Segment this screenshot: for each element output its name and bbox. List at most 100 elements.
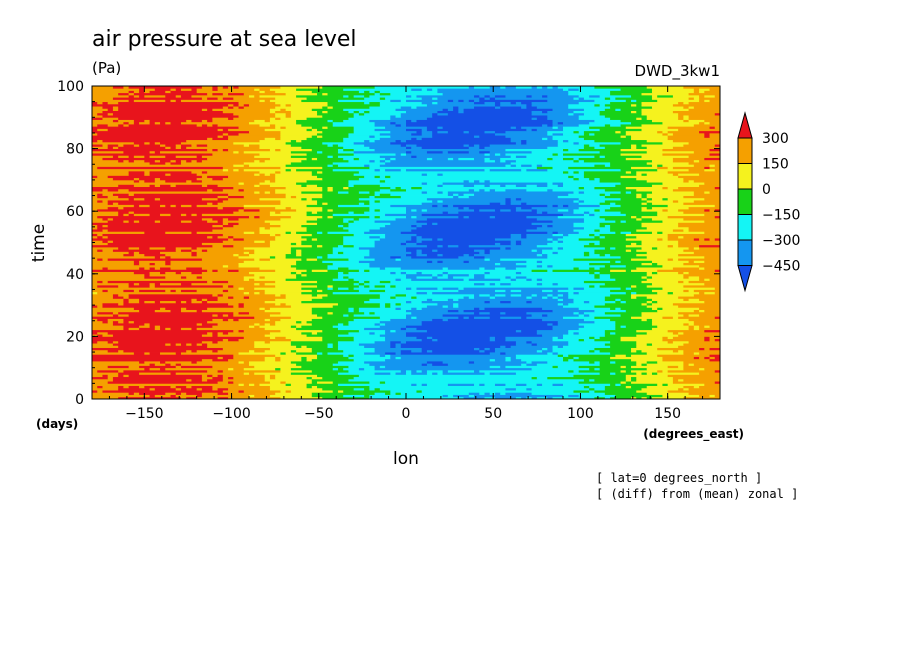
heatmap-cell	[678, 235, 684, 239]
heatmap-cell	[269, 307, 313, 310]
heatmap-cell	[573, 130, 580, 134]
heatmap-cell	[264, 159, 302, 163]
heatmap-cell	[364, 394, 370, 398]
heatmap-cell	[400, 267, 444, 270]
heatmap-cell	[678, 115, 684, 118]
heatmap-cell	[693, 164, 710, 167]
heatmap-cell	[620, 298, 653, 302]
heatmap-cell	[285, 336, 323, 340]
heatmap-cell	[374, 195, 402, 199]
heatmap-cell	[212, 124, 218, 127]
heatmap-cell	[222, 132, 229, 136]
heatmap-cell	[369, 90, 375, 94]
heatmap-cell	[92, 191, 255, 194]
heatmap-cell	[112, 311, 119, 315]
heatmap-cell	[254, 343, 292, 346]
heatmap-cell	[269, 117, 276, 120]
heatmap-cell	[369, 139, 375, 143]
heatmap-cell	[620, 300, 627, 304]
heatmap-cell	[379, 280, 391, 284]
heatmap-cell	[160, 300, 177, 304]
heatmap-cell	[531, 293, 538, 297]
heatmap-cell	[583, 244, 627, 248]
heatmap-cell	[374, 242, 402, 246]
heatmap-cell	[374, 215, 381, 219]
heatmap-cell	[599, 267, 637, 270]
heatmap-cell	[217, 298, 276, 302]
heatmap-cell	[631, 144, 637, 147]
heatmap-cell	[552, 124, 580, 127]
heatmap-cell	[348, 314, 355, 317]
heatmap-cell	[484, 392, 491, 395]
heatmap-cell	[254, 215, 260, 219]
heatmap-cell	[426, 298, 433, 302]
heatmap-cell	[201, 276, 245, 279]
heatmap-cell	[259, 191, 266, 194]
heatmap-cell	[610, 345, 637, 348]
heatmap-cell	[547, 204, 553, 208]
heatmap-cell	[657, 246, 689, 250]
heatmap-cell	[92, 320, 103, 324]
heatmap-cell	[447, 157, 454, 161]
heatmap-cell	[92, 296, 114, 299]
heatmap-cell	[201, 258, 255, 261]
heatmap-cell	[500, 258, 574, 261]
heatmap-cell	[589, 242, 595, 246]
heatmap-cell	[160, 121, 166, 125]
heatmap-cell	[688, 271, 721, 275]
heatmap-cell	[233, 211, 271, 214]
heatmap-cell	[228, 358, 266, 362]
heatmap-cell	[406, 372, 412, 375]
heatmap-cell	[133, 141, 145, 145]
heatmap-cell	[280, 381, 287, 384]
heatmap-cell	[651, 322, 684, 326]
heatmap-cell	[311, 318, 355, 322]
heatmap-cell	[343, 146, 370, 149]
heatmap-cell	[620, 336, 663, 340]
heatmap-cell	[447, 193, 454, 196]
heatmap-cell	[474, 106, 496, 109]
heatmap-cell	[102, 374, 109, 378]
heatmap-cell	[322, 376, 355, 380]
heatmap-cell	[672, 381, 716, 384]
heatmap-cell	[421, 251, 480, 255]
heatmap-cell	[646, 302, 653, 306]
heatmap-cell	[348, 365, 375, 369]
heatmap-cell	[238, 383, 245, 386]
heatmap-cell	[636, 103, 642, 107]
heatmap-cell	[395, 278, 402, 281]
heatmap-cell	[285, 278, 334, 281]
heatmap-cell	[102, 390, 224, 393]
heatmap-cell	[369, 101, 381, 105]
heatmap-cell	[667, 186, 679, 190]
heatmap-cell	[233, 376, 266, 380]
heatmap-cell	[625, 186, 663, 190]
heatmap-cell	[667, 383, 705, 386]
heatmap-cell	[306, 383, 339, 386]
heatmap-cell	[222, 97, 234, 100]
heatmap-cell	[92, 179, 135, 183]
heatmap-cell	[657, 238, 663, 241]
heatmap-cell	[709, 278, 721, 281]
heatmap-cell	[505, 159, 517, 163]
heatmap-cell	[437, 90, 569, 94]
heatmap-cell	[646, 367, 684, 371]
heatmap-cell	[594, 177, 601, 181]
heatmap-cell	[327, 103, 381, 107]
heatmap-cell	[578, 197, 621, 201]
heatmap-cell	[641, 224, 679, 228]
heatmap-cell	[228, 387, 271, 391]
heatmap-cell	[557, 298, 564, 302]
heatmap-cell	[568, 302, 606, 306]
heatmap-cell	[317, 293, 328, 297]
heatmap-cell	[301, 331, 313, 335]
heatmap-cell	[432, 135, 475, 138]
heatmap-cell	[458, 244, 470, 248]
heatmap-cell	[489, 392, 496, 395]
heatmap-cell	[395, 392, 402, 395]
heatmap-cell	[390, 115, 396, 118]
heatmap-cell	[693, 159, 700, 163]
heatmap-cell	[259, 258, 271, 261]
heatmap-cell	[421, 240, 512, 243]
heatmap-cell	[693, 309, 700, 313]
